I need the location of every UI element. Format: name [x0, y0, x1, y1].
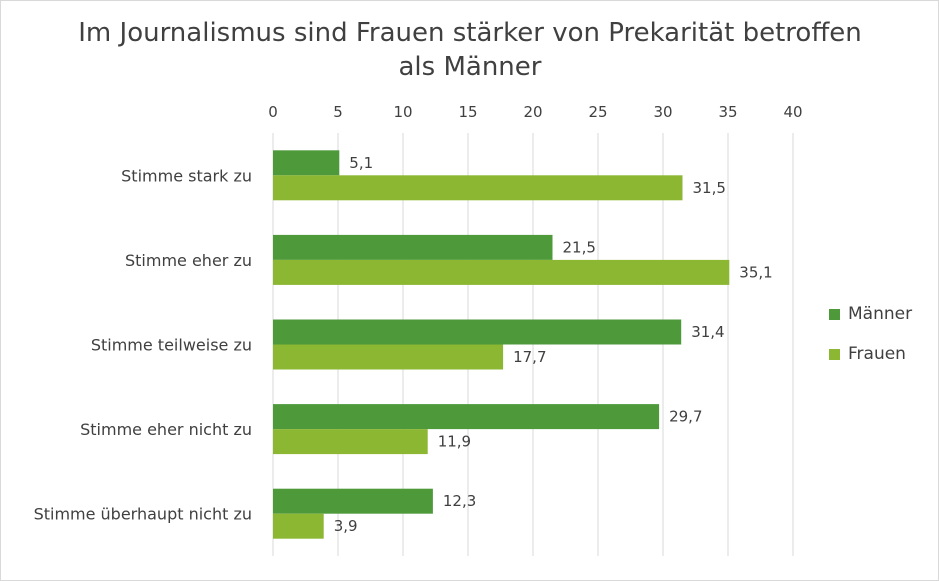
- data-label: 31,5: [693, 179, 726, 197]
- data-label: 31,4: [691, 323, 724, 341]
- data-label: 21,5: [563, 238, 596, 256]
- bar-maenner: [273, 488, 433, 514]
- bar-frauen: [273, 175, 683, 201]
- x-tick-label: 20: [523, 103, 542, 121]
- bar-maenner: [273, 150, 340, 176]
- data-label: 35,1: [739, 263, 772, 281]
- category-label: Stimme stark zu: [121, 166, 252, 185]
- x-tick-label: 25: [588, 103, 607, 121]
- chart-title: Im Journalismus sind Frauen stärker von …: [78, 18, 862, 82]
- bar-maenner: [273, 319, 682, 345]
- bar-frauen: [273, 344, 504, 370]
- x-tick-label: 30: [653, 103, 672, 121]
- x-tick-label: 5: [333, 103, 343, 121]
- data-label: 29,7: [669, 408, 702, 426]
- legend-item-maenner: Männer: [829, 304, 912, 324]
- legend-item-frauen: Frauen: [829, 344, 912, 364]
- legend-swatch-maenner: [829, 308, 840, 320]
- data-label: 3,9: [334, 517, 358, 535]
- legend-swatch-frauen: [829, 348, 840, 360]
- bar-maenner: [273, 404, 660, 430]
- legend-label-frauen: Frauen: [848, 344, 906, 364]
- data-label: 17,7: [513, 348, 546, 366]
- x-tick-label: 35: [718, 103, 737, 121]
- category-label: Stimme eher nicht zu: [80, 420, 252, 439]
- x-tick-label: 10: [393, 103, 412, 121]
- category-label: Stimme überhaupt nicht zu: [34, 505, 252, 524]
- x-tick-label: 15: [458, 103, 477, 121]
- bar-frauen: [273, 429, 428, 455]
- bar-frauen: [273, 259, 730, 285]
- legend-label-maenner: Männer: [848, 304, 913, 324]
- category-label: Stimme teilweise zu: [91, 336, 252, 355]
- bar-maenner: [273, 234, 553, 260]
- data-label: 11,9: [438, 433, 471, 451]
- data-label: 12,3: [443, 492, 476, 510]
- x-tick-label: 0: [268, 103, 278, 121]
- legend: Männer Frauen: [829, 304, 912, 384]
- x-tick-label: 40: [783, 103, 802, 121]
- bar-frauen: [273, 513, 324, 539]
- data-label: 5,1: [349, 154, 373, 172]
- category-label: Stimme eher zu: [125, 251, 252, 270]
